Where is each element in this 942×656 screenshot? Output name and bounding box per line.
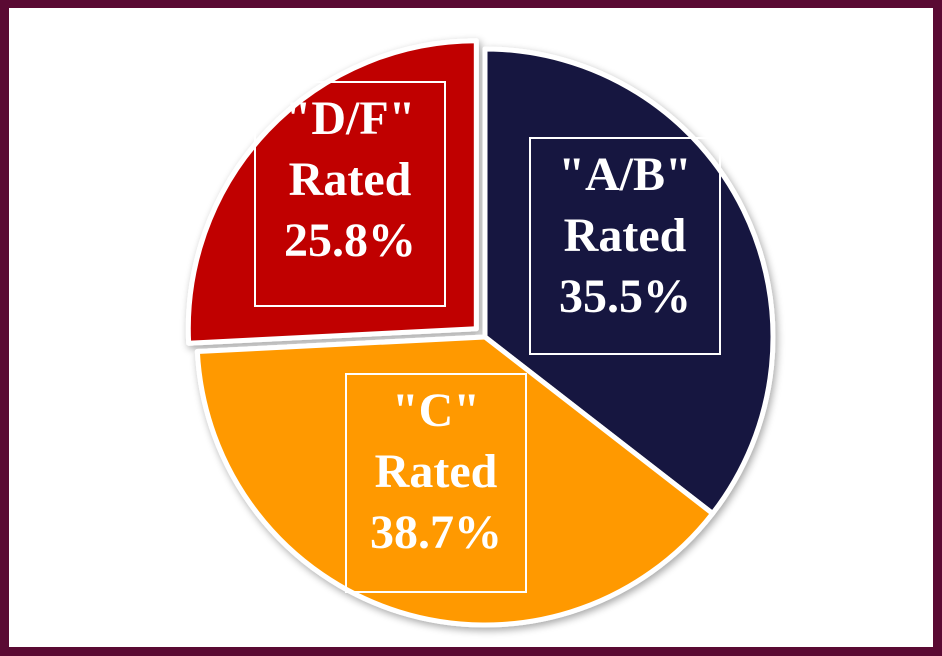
slice-label-a-b: "A/B" Rated 35.5% xyxy=(529,137,721,355)
pie-slice-d-f xyxy=(185,38,479,346)
pie-labels: "A/B" Rated 35.5% "C" Rated 38.7% "D/F" Rated 25… xyxy=(254,81,721,593)
slice-label-line: "D/F" xyxy=(285,92,416,145)
slice-label-box xyxy=(345,373,527,593)
slice-label-box xyxy=(254,81,446,307)
slice-label-d-f: "D/F" Rated 25.8% xyxy=(254,81,446,307)
pie-slices xyxy=(185,38,776,628)
slice-label-line: 25.8% xyxy=(284,214,416,267)
slice-label-line: 35.5% xyxy=(559,270,691,323)
pie-slice-c xyxy=(194,334,716,628)
slice-label-line: "A/B" xyxy=(558,148,691,201)
pie-slice-a-b xyxy=(482,46,776,517)
slice-label-line: 38.7% xyxy=(370,506,502,559)
slice-label-line: "C" xyxy=(392,384,480,437)
slice-label-line: Rated xyxy=(289,153,412,206)
slice-label-box xyxy=(529,137,721,355)
slice-label-line: Rated xyxy=(564,209,687,262)
slice-label-line: Rated xyxy=(375,445,498,498)
slice-label-c: "C" Rated 38.7% xyxy=(345,373,527,593)
